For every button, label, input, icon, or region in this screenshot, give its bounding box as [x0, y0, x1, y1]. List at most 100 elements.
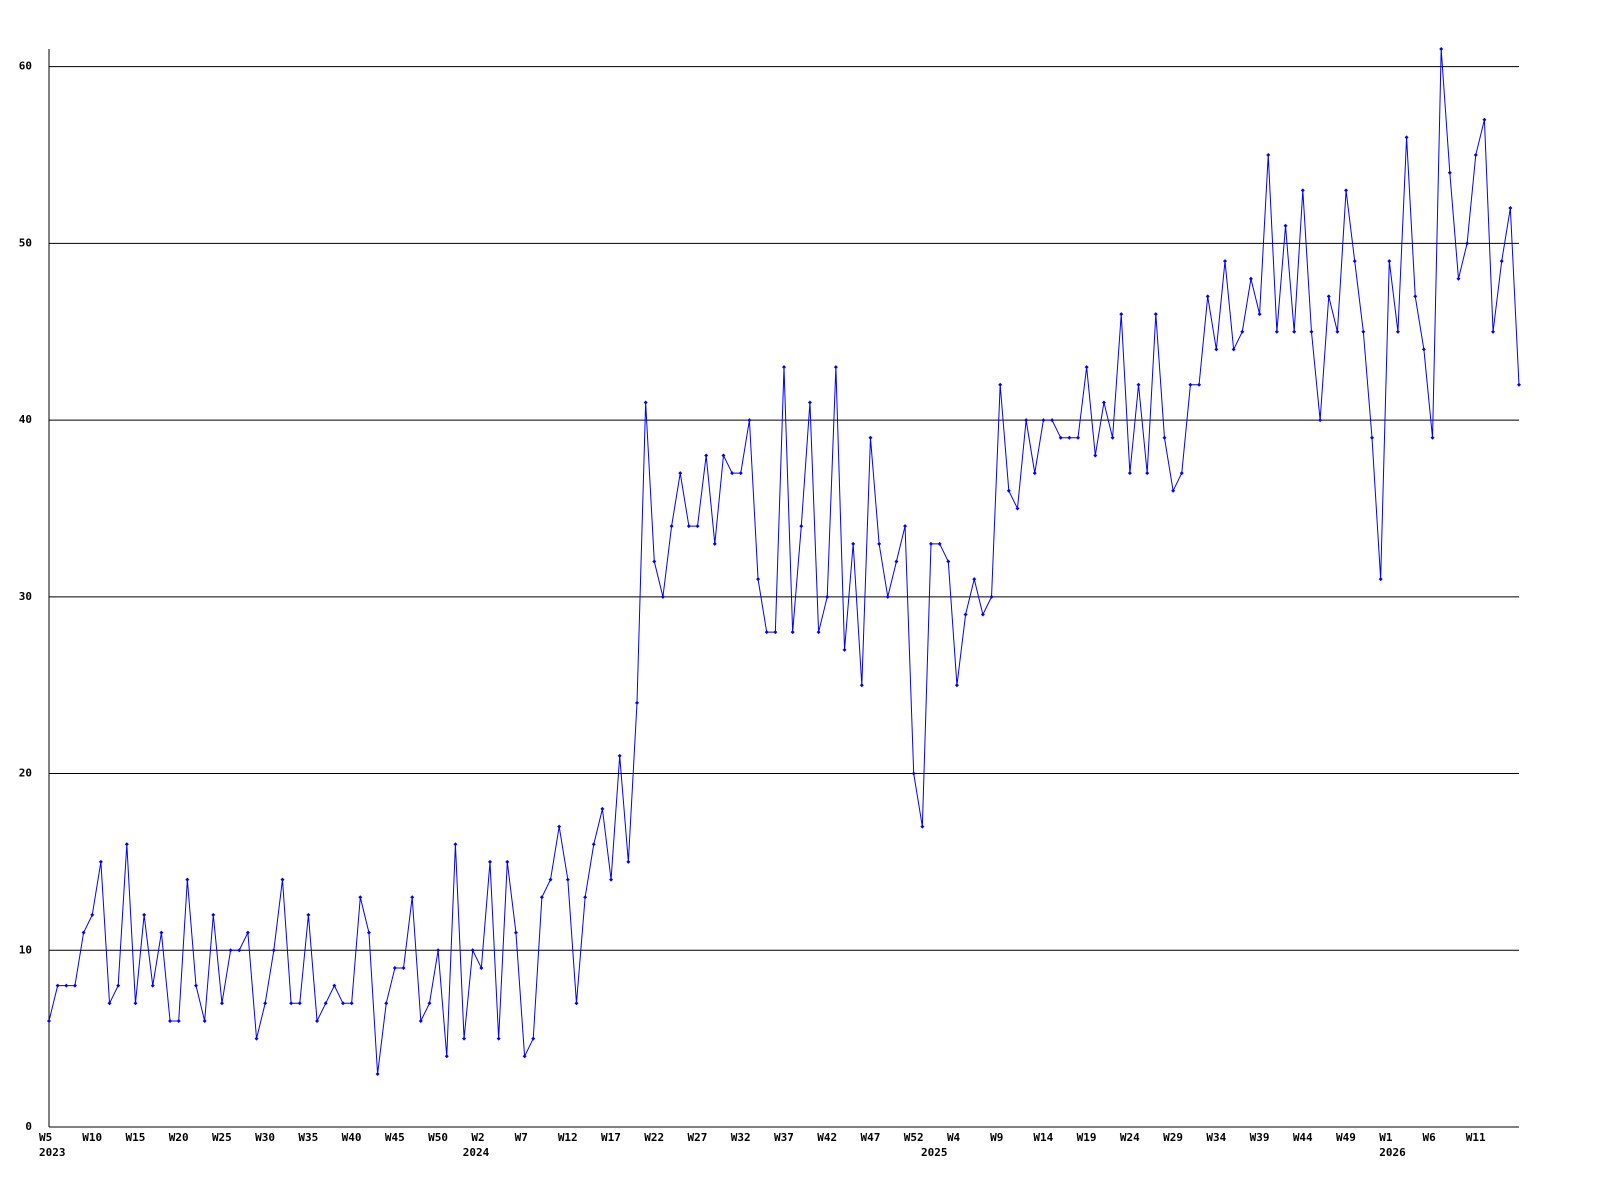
data-point	[1145, 471, 1150, 476]
data-point	[1335, 329, 1340, 334]
data-point	[565, 877, 570, 882]
x-tick-label: W14	[1033, 1131, 1053, 1144]
data-point	[98, 859, 103, 864]
data-point	[1214, 347, 1219, 352]
data-point	[1188, 382, 1193, 387]
data-point	[1110, 435, 1115, 440]
data-point	[341, 1001, 345, 1006]
data-point	[194, 983, 198, 988]
data-point	[124, 842, 129, 847]
data-point	[1032, 471, 1037, 476]
x-tick-label: W40	[342, 1131, 362, 1144]
data-point	[1119, 312, 1124, 317]
data-point	[1084, 365, 1089, 370]
data-point	[756, 577, 761, 582]
data-point	[72, 983, 77, 988]
data-point	[730, 471, 735, 476]
data-point	[1456, 276, 1461, 281]
data-point	[1309, 329, 1314, 334]
data-point	[998, 382, 1003, 387]
x-tick-label: W19	[1077, 1131, 1097, 1144]
data-point	[168, 1018, 173, 1023]
data-point	[1292, 329, 1297, 334]
data-point	[1491, 329, 1496, 334]
x-tick-label: W2	[471, 1131, 484, 1144]
data-point	[271, 948, 276, 953]
data-point	[410, 895, 415, 900]
x-tick-label: W37	[774, 1131, 794, 1144]
data-point	[81, 930, 86, 935]
data-point	[591, 842, 596, 847]
data-point	[1361, 329, 1366, 334]
data-point	[1015, 506, 1020, 511]
data-point	[185, 877, 190, 882]
data-point	[1421, 347, 1426, 352]
data-point	[972, 577, 977, 582]
data-point	[799, 524, 804, 529]
data-point	[1101, 400, 1106, 405]
data-point	[453, 842, 458, 847]
x-tick-label: W5	[39, 1131, 52, 1144]
x-tick-label: W11	[1466, 1131, 1486, 1144]
data-point	[1041, 418, 1046, 423]
data-point	[444, 1054, 449, 1059]
data-point	[90, 912, 95, 917]
data-point	[462, 1036, 467, 1041]
data-point	[868, 435, 873, 440]
data-point	[1179, 471, 1184, 476]
y-tick-label: 60	[19, 60, 32, 73]
data-point	[1006, 488, 1011, 493]
data-point	[1093, 453, 1098, 458]
data-point	[929, 541, 933, 546]
data-point	[1473, 153, 1478, 158]
x-tick-label: W30	[255, 1131, 275, 1144]
data-point	[254, 1036, 259, 1041]
data-point	[937, 541, 942, 546]
data-point	[1136, 382, 1141, 387]
data-point	[773, 630, 778, 635]
data-point	[1387, 259, 1392, 264]
data-point	[427, 1001, 432, 1006]
data-point	[375, 1071, 380, 1076]
data-point	[332, 983, 337, 988]
data-point	[1283, 223, 1288, 228]
data-point	[712, 541, 717, 546]
data-point	[946, 559, 951, 564]
x-tick-label: W32	[731, 1131, 751, 1144]
y-tick-label: 50	[19, 236, 32, 249]
data-point	[479, 965, 484, 970]
x-tick-label: W10	[82, 1131, 102, 1144]
data-point	[1439, 47, 1444, 51]
data-point	[392, 965, 397, 970]
data-point	[833, 365, 838, 370]
x-tick-label: W44	[1293, 1131, 1313, 1144]
data-point	[1300, 188, 1305, 193]
x-tick-label: W25	[212, 1131, 232, 1144]
data-point	[980, 612, 985, 617]
data-point	[401, 965, 406, 970]
data-point	[539, 895, 544, 900]
data-point	[894, 559, 899, 564]
data-point	[1395, 329, 1400, 334]
x-tick-label: W4	[947, 1131, 961, 1144]
data-point	[1517, 382, 1521, 387]
data-point	[297, 1001, 302, 1006]
data-point	[366, 930, 371, 935]
data-point	[1240, 329, 1245, 334]
data-point	[609, 877, 614, 882]
data-point	[1058, 435, 1063, 440]
data-point	[1318, 418, 1323, 423]
data-point	[738, 471, 743, 476]
data-point	[1378, 577, 1383, 582]
x-tick-label: W9	[990, 1131, 1003, 1144]
x-tick-label: W35	[298, 1131, 318, 1144]
data-point	[1465, 241, 1470, 246]
x-tick-label: W24	[1120, 1131, 1140, 1144]
x-tick-label: W52	[904, 1131, 924, 1144]
x-tick-label: W50	[428, 1131, 448, 1144]
data-point	[825, 594, 830, 599]
y-tick-label: 30	[19, 590, 32, 603]
data-point	[1127, 471, 1132, 476]
data-point	[107, 1001, 112, 1006]
year-label: 2024	[463, 1146, 490, 1159]
